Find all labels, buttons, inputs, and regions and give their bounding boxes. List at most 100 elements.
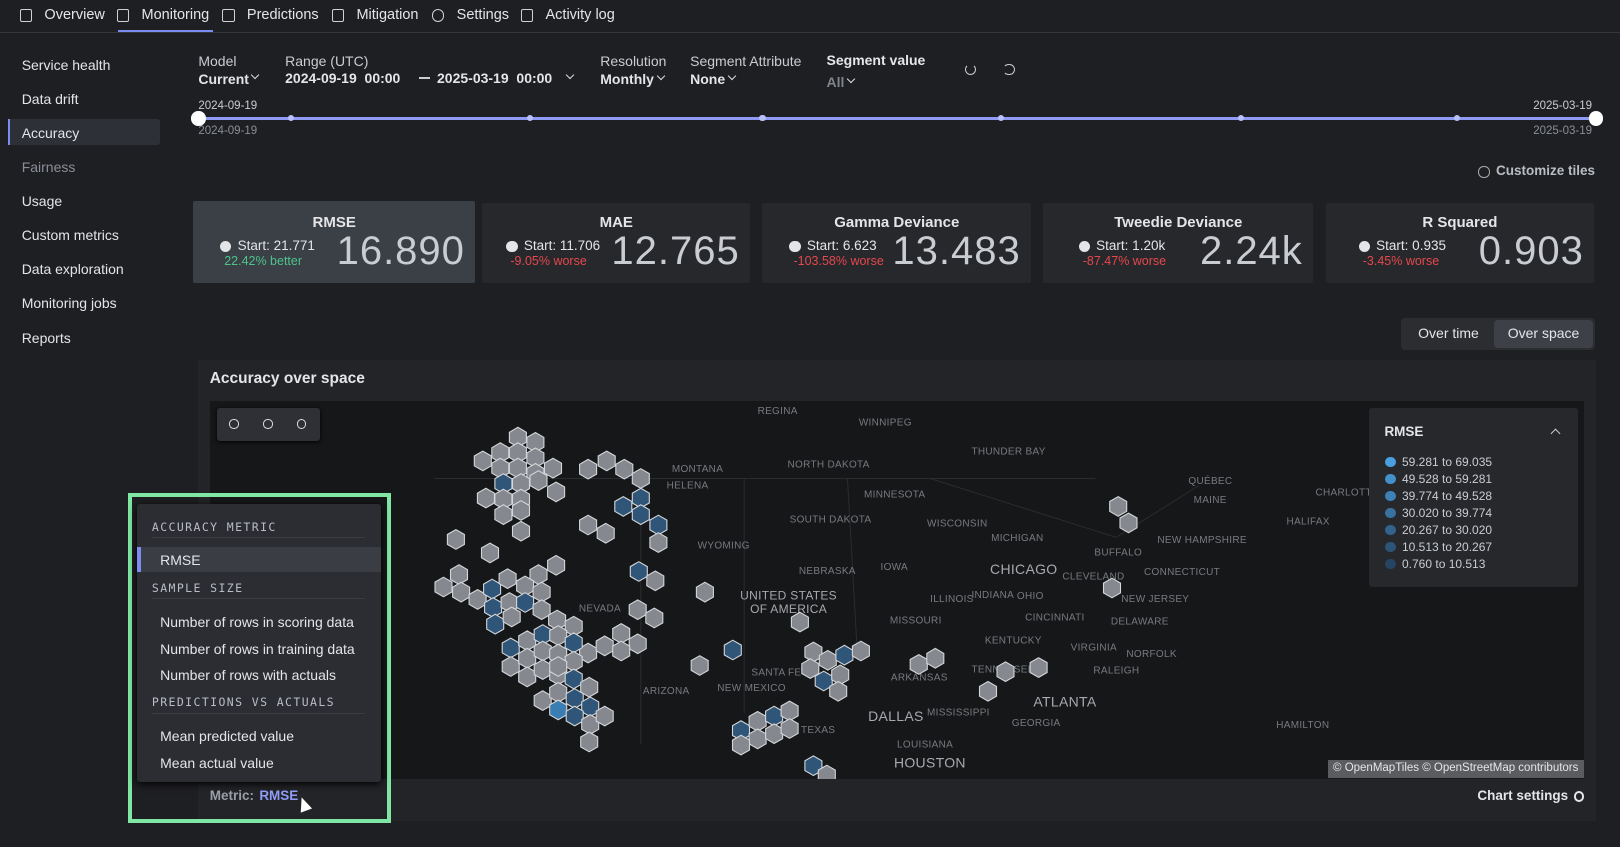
map-label: HOUSTON bbox=[894, 754, 966, 770]
menu-item[interactable]: Mean predicted value bbox=[160, 728, 294, 744]
nav-tab[interactable]: Predictions bbox=[247, 7, 319, 23]
hexbin bbox=[549, 626, 566, 646]
hexbin bbox=[450, 565, 467, 585]
menu-divider bbox=[152, 713, 365, 714]
info-icon bbox=[506, 241, 517, 252]
range-arrow bbox=[419, 77, 429, 79]
nav-tab[interactable]: Monitoring bbox=[142, 7, 210, 23]
filter-value[interactable]: None bbox=[690, 71, 725, 87]
hexbin bbox=[836, 645, 853, 665]
hexbin bbox=[580, 732, 597, 752]
legend-label: 39.774 to 49.528 bbox=[1402, 489, 1492, 503]
timeline-handle[interactable] bbox=[1589, 111, 1603, 125]
nav-tab[interactable]: Mitigation bbox=[356, 7, 418, 23]
map-label: ARIZONA bbox=[643, 686, 690, 697]
map-label: INDIANA bbox=[971, 590, 1014, 601]
timeline-end-top: 2025-03-19 bbox=[1533, 100, 1592, 112]
sidebar-item[interactable]: Service health bbox=[22, 57, 111, 73]
map-label: RALEIGH bbox=[1093, 665, 1139, 676]
reset-icon[interactable] bbox=[1003, 64, 1014, 75]
map-label: THUNDER BAY bbox=[971, 446, 1045, 457]
sidebar-item[interactable]: Data drift bbox=[22, 91, 79, 107]
tile-change: -87.47% worse bbox=[1083, 254, 1166, 268]
sidebar-item[interactable]: Fairness bbox=[22, 159, 76, 175]
chevron bbox=[566, 71, 574, 79]
hexbin bbox=[829, 681, 846, 701]
hexbin bbox=[549, 657, 566, 677]
hexbin bbox=[512, 521, 529, 541]
sidebar-item[interactable]: Monitoring jobs bbox=[22, 295, 117, 311]
sidebar-active-bar bbox=[8, 119, 10, 145]
map-label: MISSISSIPPI bbox=[927, 708, 990, 719]
hexbin bbox=[481, 543, 498, 563]
hexbin bbox=[1120, 513, 1137, 533]
sidebar-item[interactable]: Accuracy bbox=[22, 125, 80, 141]
hexbin bbox=[484, 598, 501, 618]
customize-tiles[interactable]: Customize tiles bbox=[1496, 163, 1595, 178]
zoom-button[interactable] bbox=[229, 419, 238, 428]
hexbin bbox=[518, 648, 535, 668]
toggle-option[interactable]: Over space bbox=[1494, 320, 1593, 348]
menu-item[interactable]: Number of rows in training data bbox=[160, 641, 355, 657]
tile-start: Start: 0.935 bbox=[1376, 238, 1446, 253]
hexbin bbox=[749, 729, 766, 749]
filter-label: Segment value bbox=[827, 52, 926, 68]
chart-settings[interactable]: Chart settings bbox=[1477, 788, 1568, 803]
menu-item[interactable]: RMSE bbox=[160, 552, 200, 568]
tile-change: -103.58% worse bbox=[793, 254, 883, 268]
info-icon bbox=[1079, 241, 1090, 252]
hexbin bbox=[477, 488, 494, 508]
nav-tab[interactable]: Settings bbox=[457, 7, 509, 23]
hexbin bbox=[579, 459, 596, 479]
filter-value[interactable]: All bbox=[827, 74, 845, 90]
map-label: NEW JERSEY bbox=[1121, 594, 1189, 605]
menu-heading: PREDICTIONS VS ACTUALS bbox=[152, 695, 335, 709]
sidebar-item[interactable]: Custom metrics bbox=[22, 227, 119, 243]
map-label: HAMILTON bbox=[1276, 720, 1329, 731]
hexbin bbox=[629, 634, 646, 654]
sidebar-item[interactable]: Data exploration bbox=[22, 261, 124, 277]
menu-item[interactable]: Number of rows in scoring data bbox=[160, 614, 354, 630]
hexbin bbox=[781, 701, 798, 721]
zoom-button[interactable] bbox=[263, 419, 272, 428]
toggle-option[interactable]: Over time bbox=[1403, 320, 1494, 348]
menu-item[interactable]: Number of rows with actuals bbox=[160, 667, 336, 683]
nav-icon bbox=[222, 9, 234, 21]
filter-value[interactable]: 2024-09-19 00:00 bbox=[285, 70, 400, 86]
hexbin bbox=[616, 459, 633, 479]
timeline-handle[interactable] bbox=[191, 111, 205, 125]
hexbin bbox=[612, 623, 629, 643]
nav-tab[interactable]: Overview bbox=[44, 7, 104, 23]
filter-value[interactable]: Current bbox=[198, 71, 249, 87]
menu-heading: SAMPLE SIZE bbox=[152, 581, 244, 595]
menu-item[interactable]: Mean actual value bbox=[160, 755, 274, 771]
map-label: NEW HAMPSHIRE bbox=[1157, 535, 1246, 546]
hexbin bbox=[997, 662, 1014, 682]
nav-tab[interactable]: Activity log bbox=[546, 7, 615, 23]
tile-value: 2.24k bbox=[1200, 229, 1303, 274]
timeline-dot bbox=[759, 115, 765, 121]
map-label: NEBRASKA bbox=[799, 566, 856, 577]
hexbin bbox=[565, 633, 582, 653]
hexbin bbox=[549, 700, 566, 720]
refresh-icon[interactable] bbox=[965, 64, 976, 75]
sidebar-item[interactable]: Usage bbox=[22, 193, 62, 209]
hexbin bbox=[435, 577, 452, 597]
map-label: CHICAGO bbox=[990, 561, 1057, 577]
metric-value[interactable]: RMSE bbox=[259, 788, 298, 803]
filter-value[interactable]: 2025-03-19 00:00 bbox=[437, 70, 552, 86]
legend-swatch bbox=[1385, 508, 1395, 518]
info-icon bbox=[789, 241, 800, 252]
metric-label: Metric: bbox=[210, 788, 254, 803]
map-label: OF AMERICA bbox=[750, 602, 827, 616]
map-label: OHIO bbox=[1017, 591, 1044, 602]
hexbin bbox=[534, 641, 551, 661]
hexbin bbox=[579, 515, 596, 535]
filter-value[interactable]: Monthly bbox=[600, 71, 654, 87]
hexbin bbox=[781, 719, 798, 739]
sidebar-item[interactable]: Reports bbox=[22, 330, 71, 346]
map-label: QUÉBEC bbox=[1188, 474, 1232, 487]
hexbin bbox=[596, 706, 613, 726]
zoom-button[interactable] bbox=[297, 419, 306, 428]
hexbin bbox=[596, 636, 613, 656]
